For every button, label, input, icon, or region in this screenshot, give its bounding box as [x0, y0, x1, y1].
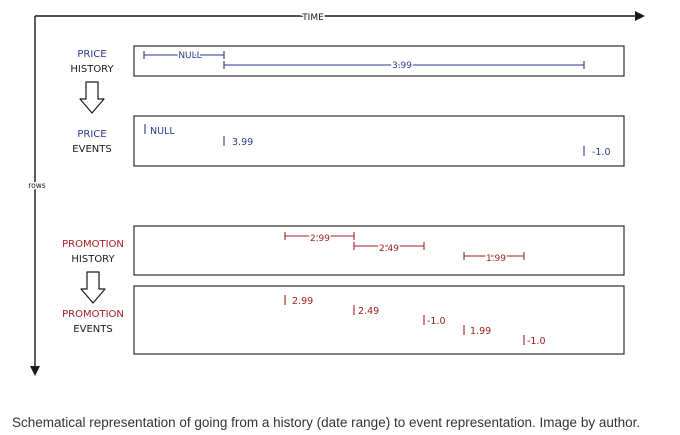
- promotion-history-range-2-99-label: 2.99: [310, 234, 330, 244]
- price-event-3-99: 3.99: [223, 136, 253, 148]
- promotion-history-range-1-99: [463, 252, 525, 260]
- svg-text:PRICE: PRICE: [77, 129, 106, 140]
- promotion-events-box: [133, 285, 625, 355]
- svg-text:1.99: 1.99: [470, 326, 491, 337]
- promotion-event-2-99: 2.99: [284, 295, 313, 307]
- promotion-event-1-99: 1.99: [463, 325, 491, 337]
- rows-arrowhead-icon: [30, 366, 40, 376]
- promotion-history-box: [133, 225, 625, 276]
- figure-caption: Schematical representation of going from…: [12, 415, 641, 430]
- time-axis: TIME: [35, 11, 645, 25]
- promotion-history-range-2-49-label: 2.49: [379, 244, 399, 254]
- svg-text:PROMOTION: PROMOTION: [62, 309, 124, 320]
- price-history-range-3-99: [223, 61, 585, 69]
- svg-text:NULL: NULL: [150, 126, 175, 137]
- svg-text:-1.0: -1.0: [427, 316, 446, 327]
- price-history-box: [133, 45, 625, 77]
- time-axis-label: TIME: [301, 13, 324, 23]
- svg-text:HISTORY: HISTORY: [71, 254, 115, 265]
- promotion-history-range-2-99: [284, 232, 355, 240]
- history-to-events-diagram: TIME rows PRICE HISTORY NULL 3.99 PRICE …: [27, 11, 645, 376]
- promotion-history-label: PROMOTION HISTORY: [62, 239, 124, 265]
- promotion-history-range-2-49: [353, 242, 425, 250]
- svg-text:PROMOTION: PROMOTION: [62, 239, 124, 250]
- price-history-range-3-99-label: 3.99: [392, 61, 412, 71]
- promotion-history-range-1-99-label: 1.99: [486, 254, 506, 264]
- time-arrowhead-icon: [635, 11, 645, 21]
- svg-text:PRICE: PRICE: [77, 49, 106, 60]
- svg-text:2.49: 2.49: [358, 306, 379, 317]
- price-events-box: [133, 115, 625, 167]
- price-event-minus-1: -1.0: [583, 146, 611, 158]
- promotion-event-minus-1-second: -1.0: [523, 335, 546, 347]
- rows-axis: rows: [27, 16, 47, 376]
- rows-axis-label: rows: [28, 181, 46, 190]
- svg-text:EVENTS: EVENTS: [72, 144, 111, 155]
- svg-text:3.99: 3.99: [232, 137, 253, 148]
- price-event-null: NULL: [144, 124, 175, 137]
- price-history-range-null: [143, 51, 225, 59]
- svg-text:HISTORY: HISTORY: [70, 64, 114, 75]
- promotion-event-2-49: 2.49: [353, 305, 379, 317]
- down-arrow-icon: [80, 271, 106, 304]
- promotion-event-minus-1-first: -1.0: [423, 315, 446, 327]
- price-history-range-null-label: NULL: [178, 51, 201, 61]
- promotion-events-label: PROMOTION EVENTS: [62, 309, 124, 335]
- svg-text:-1.0: -1.0: [527, 336, 546, 347]
- svg-text:2.99: 2.99: [292, 296, 313, 307]
- price-events-label: PRICE EVENTS: [72, 129, 111, 155]
- svg-text:-1.0: -1.0: [592, 147, 611, 158]
- price-history-label: PRICE HISTORY: [70, 49, 114, 75]
- down-arrow-icon: [79, 81, 105, 114]
- svg-text:EVENTS: EVENTS: [73, 324, 112, 335]
